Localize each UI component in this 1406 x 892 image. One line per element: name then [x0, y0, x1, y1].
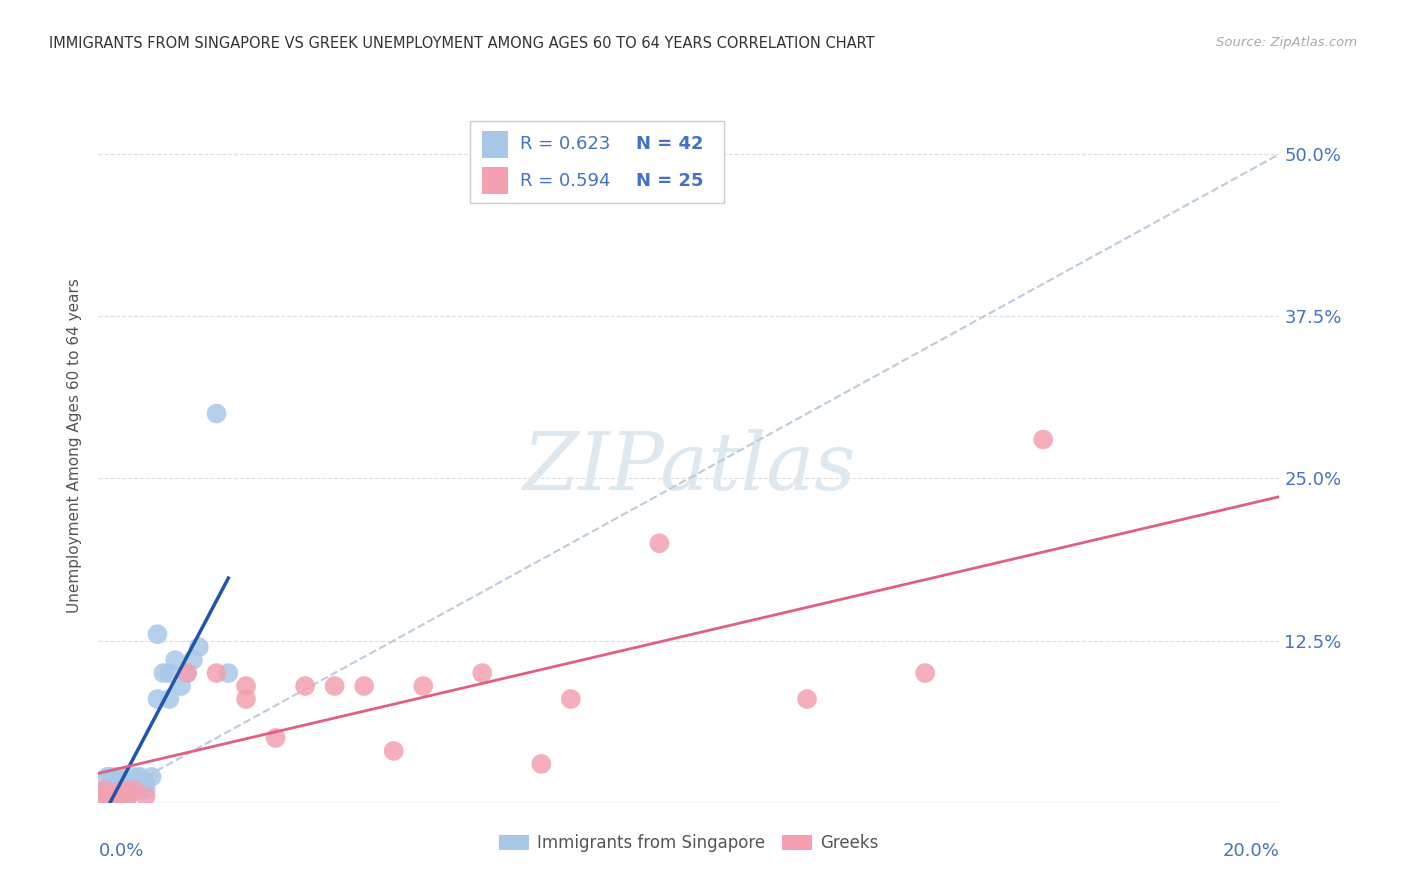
Point	[117, 782, 139, 797]
Y-axis label: Unemployment Among Ages 60 to 64 years: Unemployment Among Ages 60 to 64 years	[67, 278, 83, 614]
Text: 0.0%: 0.0%	[98, 842, 143, 860]
Point	[796, 692, 818, 706]
Point	[141, 770, 163, 784]
Text: ZIPatlas: ZIPatlas	[522, 429, 856, 506]
Point	[181, 653, 204, 667]
Point	[471, 666, 494, 681]
Point	[135, 776, 157, 790]
Point	[205, 407, 228, 421]
Point	[235, 679, 257, 693]
Point	[108, 782, 131, 797]
Point	[128, 770, 150, 784]
Point	[128, 782, 150, 797]
Point	[176, 666, 198, 681]
Point	[530, 756, 553, 771]
Point	[93, 782, 115, 797]
Point	[117, 789, 139, 804]
Point	[152, 666, 174, 681]
Text: N = 42: N = 42	[636, 136, 703, 153]
Point	[98, 782, 121, 797]
Point	[382, 744, 405, 758]
Point	[146, 627, 169, 641]
Point	[157, 692, 180, 706]
Point	[111, 782, 134, 797]
Point	[135, 782, 157, 797]
Point	[412, 679, 434, 693]
FancyBboxPatch shape	[471, 121, 724, 203]
Point	[103, 782, 125, 797]
Point	[94, 782, 117, 797]
Point	[122, 770, 145, 784]
Point	[105, 789, 128, 804]
Point	[294, 679, 316, 693]
Point	[146, 692, 169, 706]
Point	[1032, 433, 1054, 447]
Point	[111, 782, 134, 797]
Point	[264, 731, 287, 745]
Point	[105, 782, 128, 797]
Point	[157, 666, 180, 681]
Point	[105, 770, 128, 784]
Point	[98, 789, 121, 804]
Point	[91, 782, 114, 797]
Legend: Immigrants from Singapore, Greeks: Immigrants from Singapore, Greeks	[492, 828, 886, 859]
Point	[103, 789, 125, 804]
Text: IMMIGRANTS FROM SINGAPORE VS GREEK UNEMPLOYMENT AMONG AGES 60 TO 64 YEARS CORREL: IMMIGRANTS FROM SINGAPORE VS GREEK UNEMP…	[49, 36, 875, 51]
Point	[914, 666, 936, 681]
Point	[98, 789, 121, 804]
Point	[187, 640, 209, 654]
Point	[96, 770, 118, 784]
Text: 20.0%: 20.0%	[1223, 842, 1279, 860]
Point	[323, 679, 346, 693]
Text: N = 25: N = 25	[636, 171, 703, 189]
Text: Source: ZipAtlas.com: Source: ZipAtlas.com	[1216, 36, 1357, 49]
FancyBboxPatch shape	[482, 130, 508, 158]
Point	[135, 789, 157, 804]
Point	[90, 789, 112, 804]
Point	[93, 789, 115, 804]
Point	[122, 782, 145, 797]
Text: R = 0.594: R = 0.594	[520, 171, 610, 189]
Point	[176, 666, 198, 681]
Point	[105, 789, 128, 804]
Point	[90, 789, 112, 804]
Point	[205, 666, 228, 681]
Point	[98, 770, 121, 784]
Point	[648, 536, 671, 550]
Point	[235, 692, 257, 706]
Point	[117, 776, 139, 790]
Text: R = 0.623: R = 0.623	[520, 136, 610, 153]
Point	[111, 770, 134, 784]
Point	[217, 666, 239, 681]
Point	[111, 776, 134, 790]
Point	[105, 776, 128, 790]
Point	[170, 679, 193, 693]
FancyBboxPatch shape	[482, 167, 508, 194]
Point	[111, 789, 134, 804]
Point	[122, 782, 145, 797]
Point	[96, 789, 118, 804]
Point	[560, 692, 582, 706]
Point	[165, 653, 187, 667]
Point	[353, 679, 375, 693]
Point	[117, 789, 139, 804]
